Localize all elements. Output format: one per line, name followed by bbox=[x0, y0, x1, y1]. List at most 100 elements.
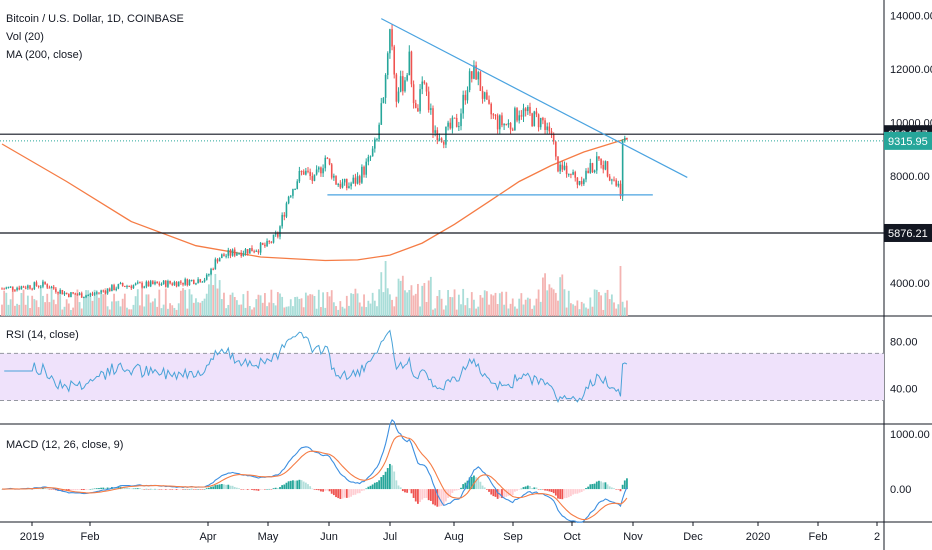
volume-bar bbox=[442, 309, 445, 316]
candle-body bbox=[121, 283, 124, 286]
macd-histogram-bar bbox=[468, 477, 471, 490]
candle-body bbox=[354, 177, 357, 184]
volume-bar bbox=[145, 294, 148, 316]
macd-histogram-bar bbox=[576, 489, 579, 494]
volume-bar bbox=[175, 309, 178, 316]
macd-histogram-bar bbox=[253, 489, 256, 491]
candle-body bbox=[365, 161, 367, 175]
macd-histogram-bar bbox=[481, 485, 484, 490]
candle-body bbox=[615, 180, 617, 186]
macd-histogram-bar bbox=[600, 481, 602, 490]
macd-histogram-bar bbox=[615, 489, 618, 490]
candle-body bbox=[449, 122, 452, 129]
macd-histogram-bar bbox=[520, 488, 523, 490]
volume-bar bbox=[87, 290, 90, 316]
candle-body bbox=[16, 287, 18, 291]
candle-body bbox=[460, 113, 462, 127]
volume-bar bbox=[417, 283, 419, 316]
macd-histogram-bar bbox=[619, 489, 622, 492]
candle-body bbox=[5, 287, 8, 289]
macd-histogram-bar bbox=[216, 484, 219, 490]
candle-body bbox=[48, 287, 51, 289]
volume-bar bbox=[192, 302, 195, 316]
macd-histogram-bar bbox=[289, 480, 292, 490]
volume-bar bbox=[85, 290, 87, 316]
candle-body bbox=[52, 286, 55, 289]
volume-bar bbox=[498, 293, 501, 316]
candle-body bbox=[583, 179, 585, 185]
volume-bar bbox=[287, 306, 290, 316]
volume-bar bbox=[231, 292, 234, 316]
volume-bar bbox=[149, 302, 152, 316]
macd-histogram-bar bbox=[80, 489, 83, 490]
candle-body bbox=[136, 282, 139, 284]
macd-histogram-bar bbox=[52, 489, 55, 490]
time-label: Feb bbox=[81, 531, 100, 543]
volume-bar bbox=[567, 290, 570, 316]
volume-bar bbox=[503, 304, 506, 316]
macd-histogram-bar bbox=[550, 489, 553, 493]
volume-bar bbox=[369, 303, 372, 316]
candle-body bbox=[595, 156, 598, 171]
candle-body bbox=[589, 163, 592, 174]
volume-bar bbox=[48, 302, 51, 316]
candle-body bbox=[65, 292, 68, 294]
volume-bar bbox=[585, 307, 587, 316]
volume-bar bbox=[307, 295, 309, 316]
macd-histogram-bar bbox=[408, 489, 411, 491]
candle-body bbox=[285, 203, 288, 217]
candle-body bbox=[585, 170, 587, 180]
volume-bar bbox=[513, 306, 516, 316]
candle-body bbox=[593, 170, 596, 173]
volume-bar bbox=[559, 277, 562, 316]
candle-body bbox=[298, 170, 301, 182]
candle-body bbox=[177, 281, 180, 287]
candle-body bbox=[184, 279, 186, 285]
candle-body bbox=[475, 65, 477, 80]
candle-body bbox=[29, 285, 31, 289]
volume-bar bbox=[134, 296, 137, 316]
volume-bar bbox=[373, 300, 376, 316]
volume-bar bbox=[100, 292, 103, 316]
candle-body bbox=[580, 180, 583, 185]
volume-bar bbox=[552, 289, 555, 316]
macd-histogram-bar bbox=[212, 486, 215, 490]
volume-bar bbox=[337, 309, 340, 316]
macd-histogram-bar bbox=[522, 487, 525, 490]
candle-body bbox=[279, 226, 281, 237]
candle-body bbox=[330, 164, 333, 178]
candle-body bbox=[7, 286, 10, 288]
macd-histogram-bar bbox=[479, 481, 482, 490]
candle-body bbox=[296, 181, 299, 190]
volume-bar bbox=[335, 306, 337, 316]
volume-label: Vol (20) bbox=[6, 31, 44, 43]
volume-bar bbox=[89, 295, 92, 316]
candle-body bbox=[203, 279, 206, 282]
candle-body bbox=[518, 115, 520, 121]
macd-histogram-bar bbox=[160, 489, 163, 490]
volume-bar bbox=[76, 289, 79, 316]
candle-body bbox=[244, 249, 247, 254]
volume-bar bbox=[367, 300, 370, 316]
volume-bar bbox=[197, 302, 200, 316]
volume-bar bbox=[354, 288, 357, 316]
macd-label: MACD (12, 26, close, 9) bbox=[6, 439, 123, 451]
macd-histogram-bar bbox=[311, 488, 314, 490]
volume-bar bbox=[160, 308, 163, 316]
volume-bar bbox=[479, 295, 482, 316]
candle-body bbox=[147, 281, 150, 287]
candle-body bbox=[544, 120, 546, 130]
volume-bar bbox=[488, 304, 490, 316]
volume-bar bbox=[466, 297, 469, 316]
volume-bar bbox=[42, 295, 44, 316]
candle-body bbox=[391, 29, 393, 47]
candle-body bbox=[305, 170, 307, 175]
candle-body bbox=[604, 161, 607, 170]
candle-body bbox=[520, 115, 523, 117]
volume-bar bbox=[203, 298, 206, 316]
volume-bar bbox=[358, 302, 361, 316]
macd-histogram-bar bbox=[87, 489, 90, 490]
volume-bar bbox=[113, 293, 115, 316]
candle-body bbox=[371, 148, 374, 157]
macd-histogram-bar bbox=[585, 488, 587, 490]
